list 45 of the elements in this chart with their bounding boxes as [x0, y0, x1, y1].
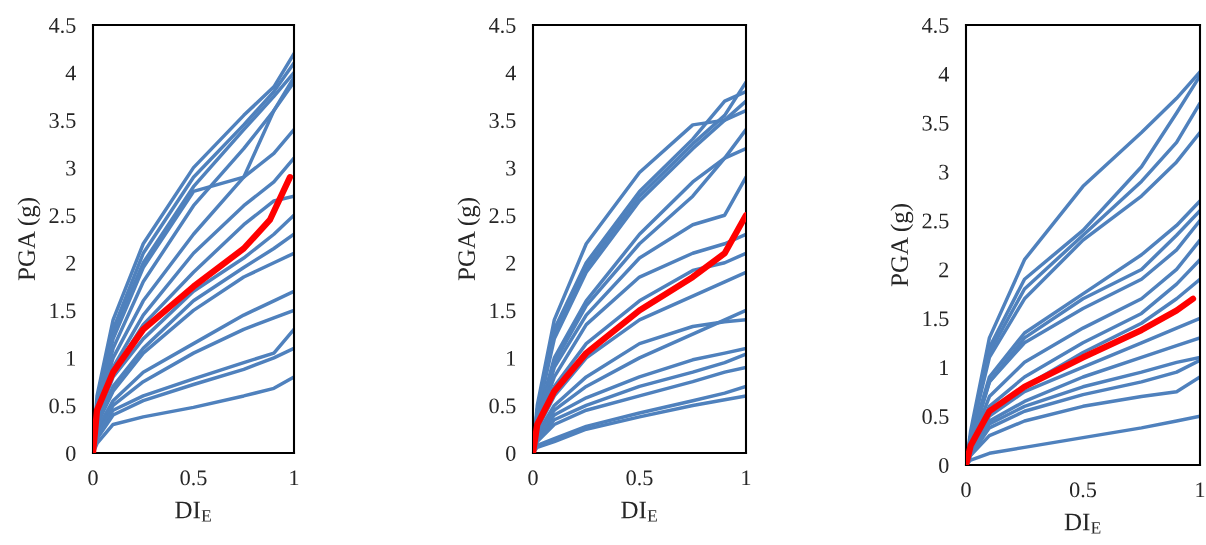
y-tick-label: 4	[938, 66, 949, 82]
y-tick-label: 2	[506, 255, 516, 271]
y-tick-label: 3	[66, 160, 76, 176]
x-axis-title: DI$_{E}$	[175, 501, 211, 522]
y-tick-label: 2.5	[49, 208, 76, 224]
y-tick-label: 0.5	[922, 409, 949, 425]
y-tick-label: 2	[939, 262, 949, 278]
y-tick-label: 1.5	[490, 303, 516, 319]
y-tick-label: 3.5	[49, 113, 76, 129]
y-tick-label: 0.5	[489, 398, 516, 414]
y-tick-label: 1	[940, 360, 948, 375]
x-tick-label: 0	[961, 482, 971, 498]
y-tick-label: 1	[67, 350, 75, 366]
y-tick-label: 4.5	[48, 18, 76, 34]
y-tick-label: 4	[65, 65, 76, 81]
y-tick-label: 2.5	[489, 208, 516, 224]
y-tick-label: 0	[506, 445, 516, 461]
x-axis-title: DI$_{E}$	[621, 501, 657, 522]
x-tick-label: 1	[290, 470, 299, 486]
y-tick-label: 1.5	[923, 311, 949, 327]
y-tick-label: 4.5	[921, 18, 949, 34]
y-tick-label: 0	[66, 445, 76, 461]
y-tick-label: 4	[505, 65, 516, 81]
x-axis-title: DI$_{E}$	[1064, 513, 1101, 534]
y-tick-label: 3.5	[922, 115, 949, 131]
y-tick-label: 3	[939, 164, 949, 180]
y-tick-label: 1	[507, 350, 515, 366]
x-tick-label: 1	[1196, 482, 1205, 498]
x-tick-label: 1	[742, 470, 751, 486]
y-tick-label: 0	[939, 457, 949, 473]
y-axis-title: PGA (g)	[457, 198, 481, 281]
x-tick-label: 0.5	[180, 470, 207, 486]
y-tick-label: 4.5	[488, 18, 516, 34]
x-tick-label: 0.5	[1069, 482, 1097, 498]
x-tick-label: 0	[88, 470, 98, 486]
y-tick-label: 2.5	[922, 213, 949, 229]
y-tick-label: 3.5	[489, 113, 516, 129]
x-tick-label: 0.5	[626, 470, 653, 486]
y-axis-title: PGA (g)	[17, 198, 41, 281]
y-tick-label: 1.5	[50, 303, 76, 319]
y-tick-label: 0.5	[49, 398, 76, 414]
y-tick-label: 2	[66, 255, 76, 271]
x-tick-label: 0	[528, 470, 538, 486]
y-tick-label: 3	[506, 160, 516, 176]
y-axis-title: PGA (g)	[890, 204, 914, 287]
